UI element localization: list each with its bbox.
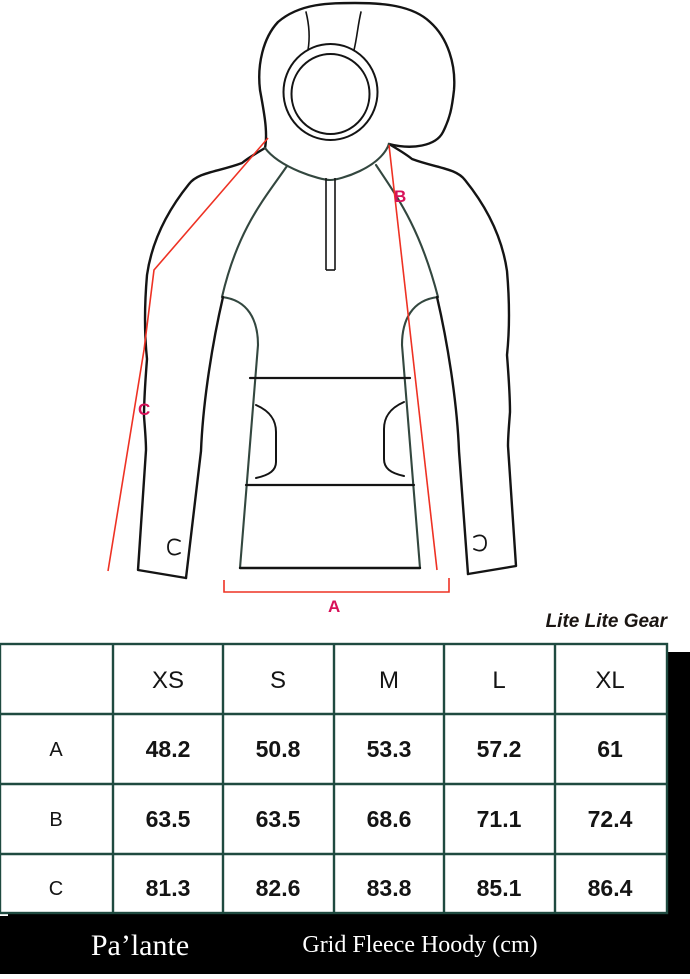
svg-text:M: M [379,667,399,694]
svg-text:A: A [49,739,63,761]
svg-text:68.6: 68.6 [367,806,412,832]
svg-text:B: B [394,187,406,206]
svg-text:85.1: 85.1 [477,875,522,901]
svg-text:82.6: 82.6 [256,875,301,901]
svg-text:XL: XL [595,667,624,694]
svg-text:C: C [138,400,150,419]
svg-text:XS: XS [152,667,184,694]
svg-text:L: L [492,667,505,694]
svg-text:71.1: 71.1 [477,806,522,832]
svg-text:83.8: 83.8 [367,875,412,901]
svg-text:53.3: 53.3 [367,736,412,762]
svg-text:A: A [328,597,340,616]
svg-text:63.5: 63.5 [256,806,301,832]
svg-text:Grid Fleece Hoody (cm): Grid Fleece Hoody (cm) [302,932,537,958]
svg-text:Pa’lante: Pa’lante [91,929,189,962]
svg-text:C: C [49,878,63,900]
svg-text:72.4: 72.4 [588,806,633,832]
svg-text:B: B [49,809,62,831]
svg-text:57.2: 57.2 [477,736,522,762]
svg-text:Lite Lite Gear: Lite Lite Gear [546,611,669,632]
svg-text:61: 61 [597,736,623,762]
svg-text:63.5: 63.5 [146,806,191,832]
svg-text:81.3: 81.3 [146,875,191,901]
svg-text:50.8: 50.8 [256,736,301,762]
svg-text:48.2: 48.2 [146,736,191,762]
svg-text:86.4: 86.4 [588,875,633,901]
svg-text:S: S [270,667,286,694]
